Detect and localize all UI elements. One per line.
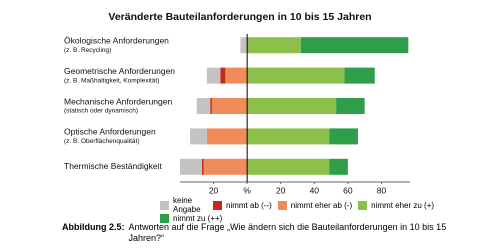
bar-segment (203, 158, 248, 175)
bar-segment (247, 128, 330, 145)
legend-item: nimmt eher ab (-) (277, 200, 353, 210)
x-tick-label: 20 (209, 185, 219, 195)
legend-item: nimmt ab (--) (213, 200, 272, 210)
bar-segment (180, 158, 202, 175)
x-tick-label: 20 (276, 185, 286, 195)
legend-item: nimmt zu (++) (160, 214, 222, 223)
chart-title: Veränderte Bauteilanforderungen in 10 bi… (108, 11, 371, 23)
legend-label: keine Angabe (173, 196, 201, 214)
bar-segment (206, 128, 248, 145)
category-note: (z. B. Recycling) (64, 47, 111, 54)
category-note: (z. B. Maßhaltigkeit, Komplexität) (64, 77, 159, 84)
bar-segment (196, 98, 211, 114)
bar-segment (300, 37, 409, 54)
bar-segment (247, 67, 345, 84)
legend-swatch (358, 200, 368, 210)
chart: Veränderte Bauteilanforderungen in 10 bi… (64, 11, 410, 195)
category-note: (statisch oder dynamisch) (64, 108, 138, 115)
bar-segment (201, 158, 204, 175)
x-tick-label: 40 (310, 185, 320, 195)
caption: Abbildung 2.5: Antworten auf die Frage „W… (62, 222, 462, 244)
bar-segment (206, 67, 221, 84)
legend-label: nimmt zu (++) (173, 214, 223, 223)
legend-swatch (160, 214, 169, 223)
bar-segment (220, 67, 226, 84)
bar-segment (329, 128, 358, 145)
bar-segment (225, 67, 248, 84)
legend-swatch (277, 200, 287, 210)
bar-segment (329, 158, 348, 175)
legend: keine Angabe nimmt ab (--) nimmt eher ab (… (160, 196, 480, 223)
x-tick-label: % (243, 185, 251, 195)
bar-segment (247, 98, 337, 114)
category-label: Thermische Beständigkeit (64, 161, 162, 171)
bar-segment (247, 158, 330, 175)
category-label: Mechanische Anforderungen (64, 96, 172, 106)
bar-segment (211, 98, 248, 114)
bar-segment (344, 67, 375, 84)
bar-segment (190, 128, 207, 145)
x-tick-label: 60 (343, 185, 353, 195)
x-tick-label: 80 (377, 185, 387, 195)
bar-segment (210, 98, 212, 114)
bar-segment (247, 37, 301, 54)
legend-swatch (213, 200, 222, 210)
legend-item: keine Angabe (160, 196, 207, 214)
legend-item: nimmt eher zu (+) (358, 200, 435, 210)
bar-segment (240, 37, 248, 54)
legend-label: nimmt eher zu (+) (371, 200, 435, 210)
legend-label: nimmt ab (--) (226, 200, 272, 210)
category-label: Geometrische Anforderungen (64, 66, 175, 76)
caption-label: Abbildung 2.5: (62, 222, 125, 232)
caption-text: Antworten auf die Frage „Wie ändern sich… (128, 222, 447, 243)
legend-label: nimmt eher ab (-) (290, 200, 353, 210)
category-label: Ökologische Anforderungen (64, 35, 169, 45)
category-note: (z. B. Oberflächenqualität) (64, 138, 140, 145)
legend-swatch (160, 200, 169, 210)
bar-segment (336, 98, 365, 114)
category-label: Optische Anforderungen (64, 127, 156, 137)
